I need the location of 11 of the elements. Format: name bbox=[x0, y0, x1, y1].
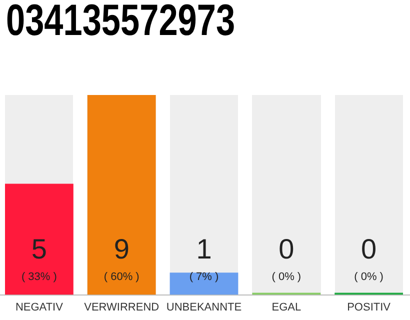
x-tick-label: UNBEKANNTE bbox=[166, 301, 242, 314]
data-label: 9 ( 60% ) bbox=[104, 234, 140, 283]
data-label: 5 ( 33% ) bbox=[21, 234, 57, 283]
x-tick-label: NEGATIV bbox=[15, 301, 64, 314]
x-tick-label: EGAL bbox=[272, 301, 302, 314]
chart-title: 034135572973 bbox=[6, 0, 236, 46]
data-label: 0 ( 0% ) bbox=[272, 234, 302, 283]
x-tick-label: VERWIRREND bbox=[84, 301, 160, 314]
data-label: 1 ( 7% ) bbox=[189, 234, 219, 283]
x-tick-label: POSITIV bbox=[347, 301, 392, 314]
data-label: 0 ( 0% ) bbox=[354, 234, 384, 283]
